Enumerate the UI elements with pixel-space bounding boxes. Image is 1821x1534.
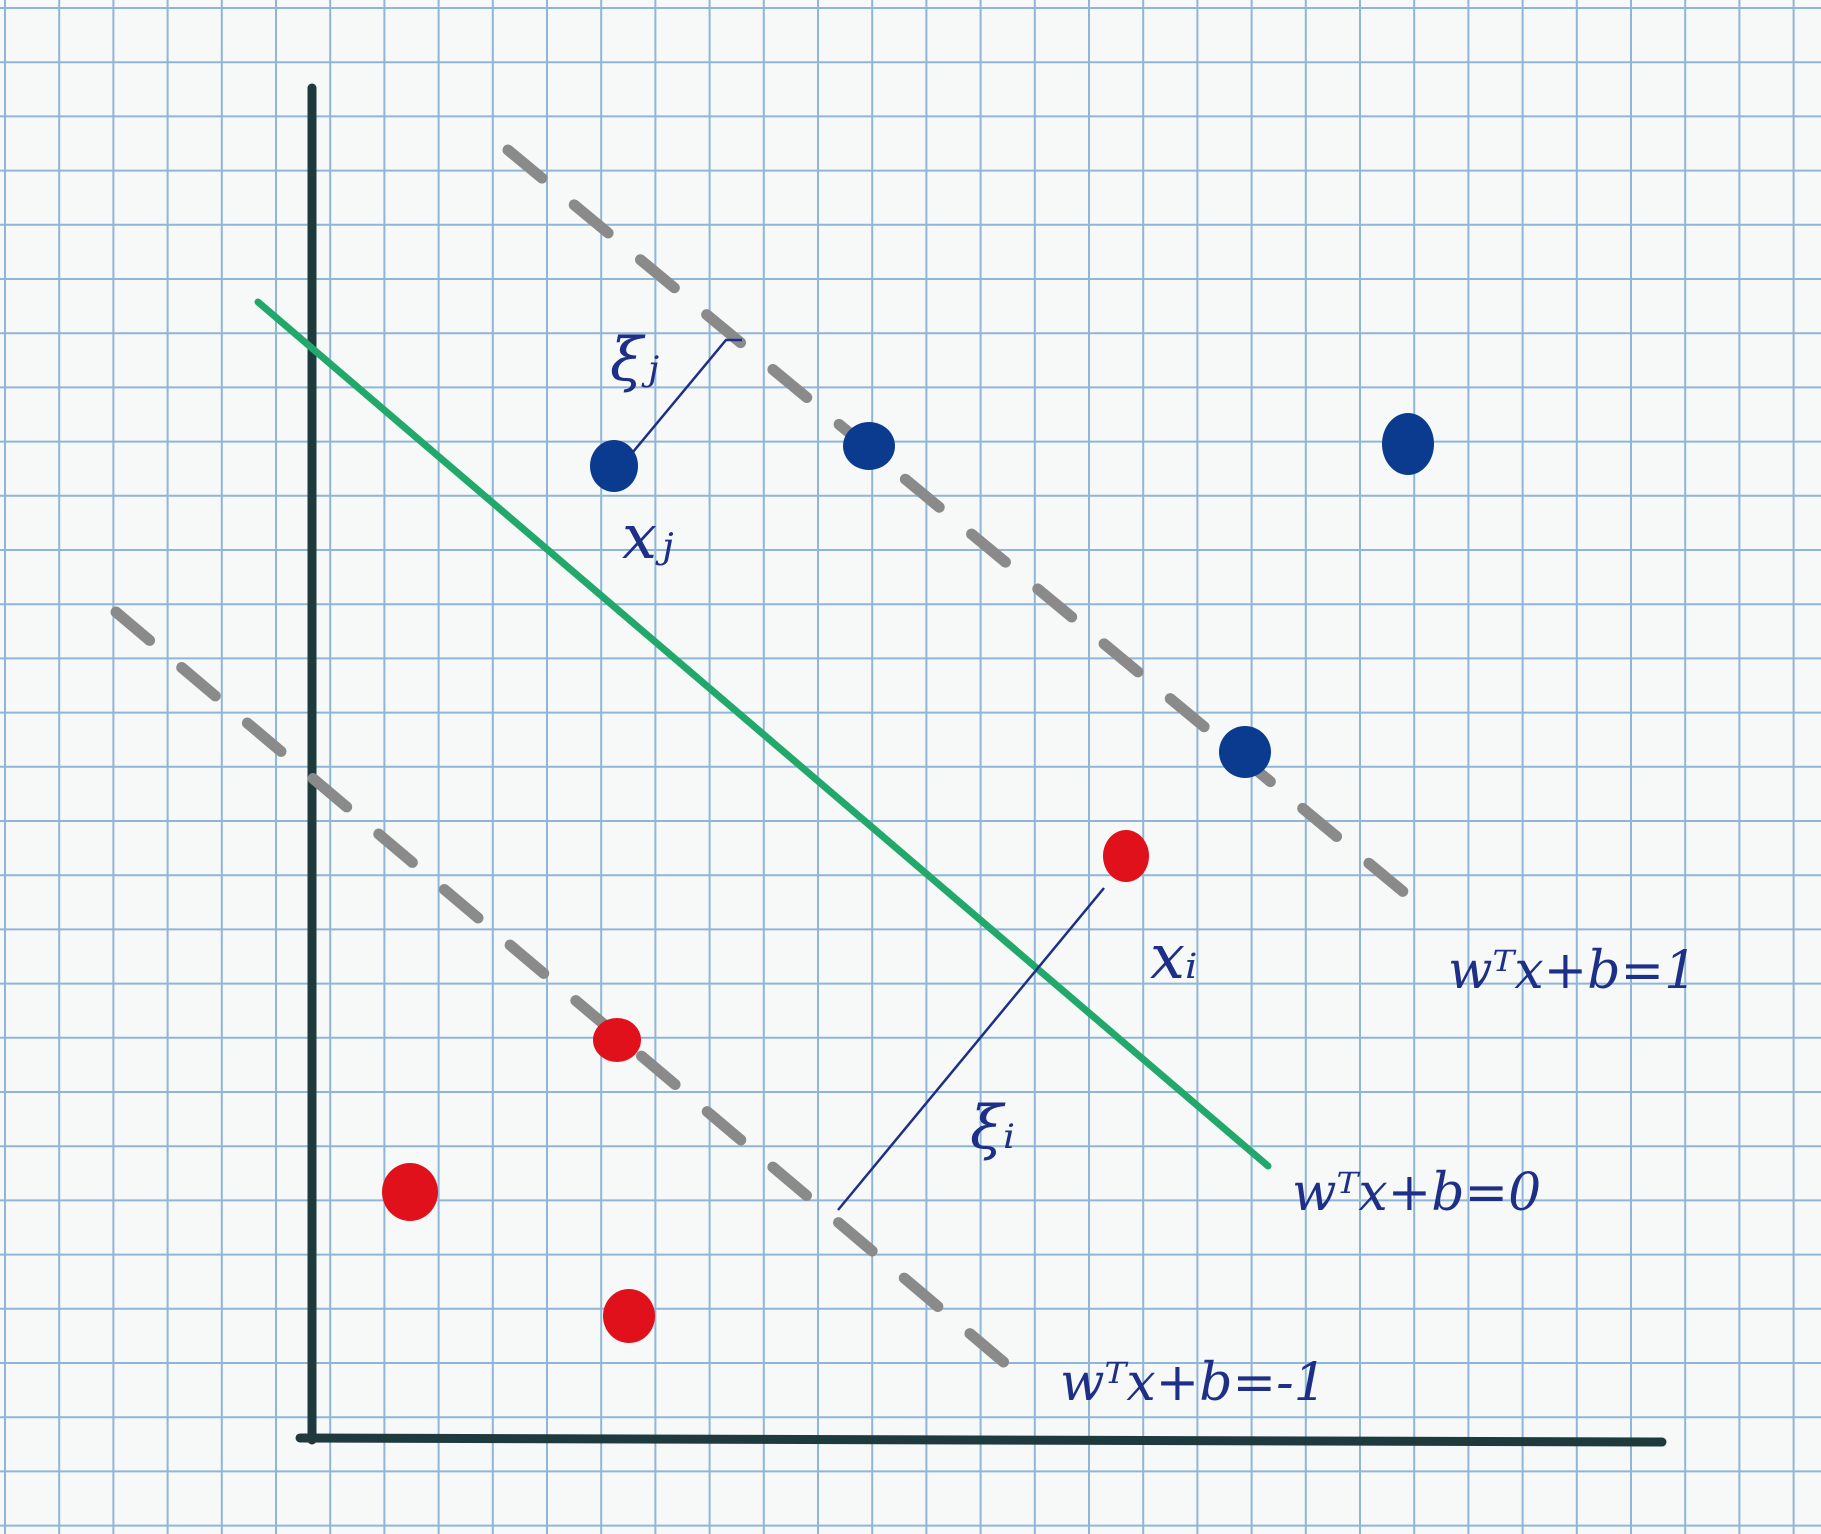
label-xj: xⱼ [622,500,674,573]
positive-point [1219,726,1271,778]
negative-margin-line [110,606,1019,1376]
negative-point-xi [1103,830,1149,882]
decision-boundary-line [254,298,1272,1170]
negative-point [593,1018,641,1062]
slack-line-j [627,338,742,459]
positive-point [843,422,895,470]
label-plane-minus-one: wᵀx+b=-1 [1060,1353,1327,1413]
x-axis [295,1433,1667,1447]
label-plane-plus-one: wᵀx+b=1 [1448,941,1697,1001]
positive-point-xj [590,440,638,492]
label-slack-xi-j: ξⱼ [610,325,659,395]
negative-point [382,1163,438,1221]
negative-point [603,1289,655,1343]
label-slack-xi-i: ξᵢ [970,1093,1015,1163]
positive-margin-line [502,144,1441,924]
positive-point [1382,413,1434,475]
label-plane-zero: wᵀx+b=0 [1292,1163,1541,1223]
label-xi: xᵢ [1150,920,1197,993]
slack-line-i [837,887,1105,1211]
